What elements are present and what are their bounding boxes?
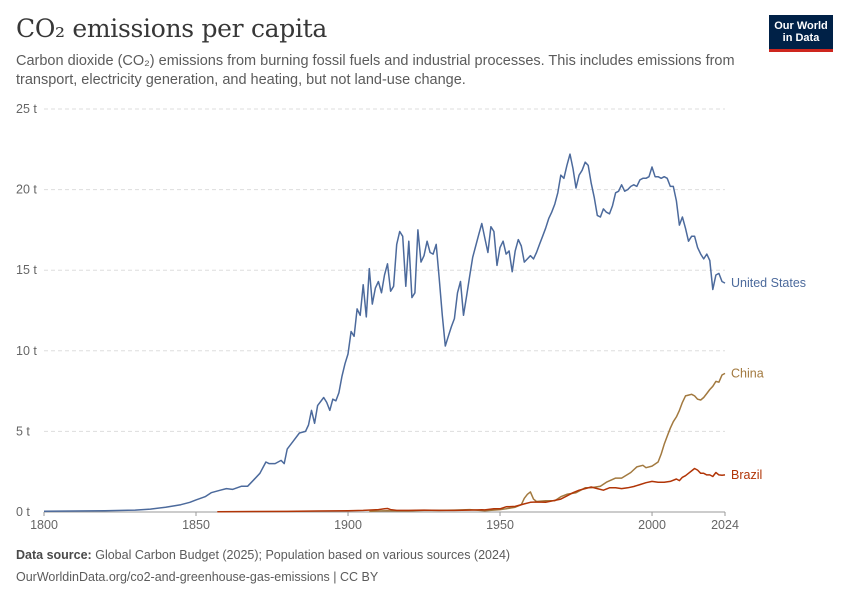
series-label-brazil: Brazil — [731, 468, 762, 482]
source-url[interactable]: OurWorldinData.org/co2-and-greenhouse-ga… — [16, 570, 379, 584]
logo-line-1: Our World — [774, 20, 828, 32]
series-line-china — [369, 372, 726, 513]
label-layer: United States China Brazil — [731, 276, 806, 482]
x-tick-label: 1800 — [30, 518, 58, 532]
series-line-united-states — [43, 153, 726, 512]
x-tick-label: 1850 — [182, 518, 210, 532]
series-label-united-states: United States — [731, 276, 806, 290]
y-tick-label: 0 t — [16, 505, 30, 519]
chart-title: CO₂ emissions per capita — [16, 14, 328, 43]
logo-line-2: in Data — [782, 32, 820, 44]
data-source-note: Data source: Global Carbon Budget (2025)… — [16, 548, 510, 562]
grid-layer — [44, 108, 725, 432]
data-source-text: Global Carbon Budget (2025); Population … — [95, 548, 511, 562]
series-layer — [43, 153, 726, 513]
x-tick-label: 2000 — [638, 518, 666, 532]
y-tick-label: 10 t — [16, 344, 37, 358]
y-tick-label: 20 t — [16, 183, 37, 197]
owid-logo[interactable]: Our World in Data — [769, 15, 833, 52]
y-tick-label: 15 t — [16, 263, 37, 277]
series-label-china: China — [731, 366, 764, 380]
x-tick-label: 2024 — [711, 518, 739, 532]
chart-subtitle: Carbon dioxide (CO₂) emissions from burn… — [16, 53, 735, 88]
y-tick-label: 25 t — [16, 102, 37, 116]
data-source-label: Data source: — [16, 548, 92, 562]
axis-layer: 0 t 5 t 10 t 15 t 20 t 25 t 1800 1850 1900 1950 20… — [16, 102, 739, 532]
series-line-brazil — [217, 467, 726, 513]
x-tick-label: 1950 — [486, 518, 514, 532]
x-tick-label: 1900 — [334, 518, 362, 532]
y-tick-label: 5 t — [16, 424, 30, 438]
